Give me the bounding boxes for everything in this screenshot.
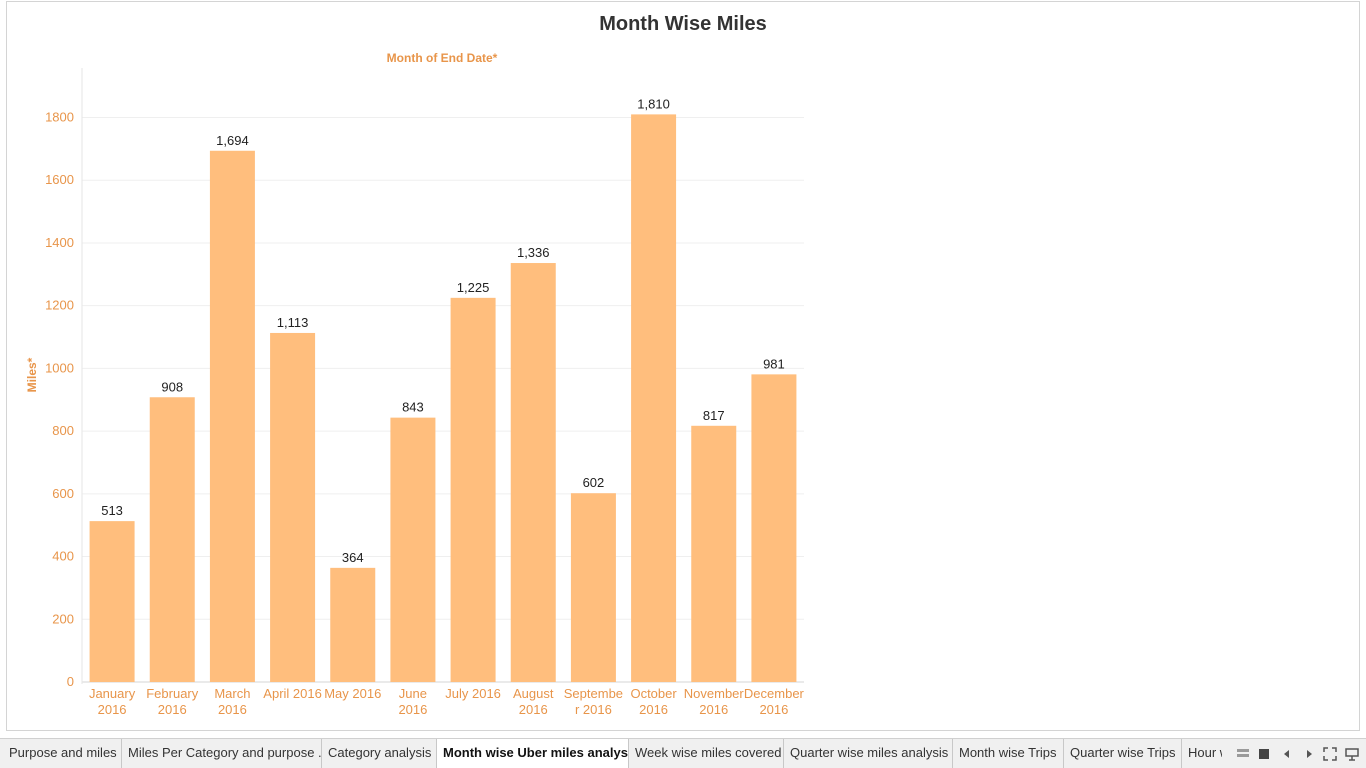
bar-value-label: 513 [101,503,123,518]
y-tick-label: 1800 [45,110,74,125]
bar[interactable] [450,297,496,682]
y-tick-label: 1200 [45,298,74,313]
bars [89,114,797,682]
gridlines [82,117,804,683]
tab-category-analysis[interactable]: Category analysis [322,739,437,768]
tab-purpose-and-miles[interactable]: Purpose and miles [3,739,122,768]
bar-value-label: 981 [763,356,785,371]
bar-chart: 0 200 400 600 800 1000 1200 1400 1600 1800 513 908… [25,51,804,689]
next-sheet-icon[interactable] [1302,747,1316,761]
show-sheets-icon[interactable] [1236,747,1250,761]
chart-title: Month Wise Miles [599,13,767,35]
fit-screen-icon[interactable] [1323,747,1337,761]
bar[interactable] [390,417,436,682]
tab-quarter-wise-trips[interactable]: Quarter wise Trips [1064,739,1182,768]
tab-hour-wise[interactable]: Hour wise [1188,745,1222,760]
x-category-label: July 2016 [445,686,501,701]
y-tick-label: 400 [52,549,74,564]
prev-sheet-icon[interactable] [1280,747,1294,761]
bar-value-label: 602 [583,475,605,490]
y-tick-label: 0 [67,674,74,689]
bar[interactable] [570,493,616,682]
x-category-label: May 2016 [324,686,382,701]
filmstrip-icon[interactable] [1257,747,1271,761]
tab-month-wise-uber-miles[interactable]: Month wise Uber miles analysis [437,739,629,768]
y-tick-label: 1600 [45,172,74,187]
bar[interactable] [89,521,135,682]
x-category-label: January 2016 [88,686,136,717]
y-tick-label: 1000 [45,360,74,375]
bar-value-label: 364 [342,550,364,565]
bar-value-label: 1,694 [216,133,249,148]
bar-value-label: 817 [703,408,725,423]
bar[interactable] [149,397,195,682]
bar-value-label: 1,113 [277,315,309,330]
bar-value-label: 908 [161,379,183,394]
sheet-tab-bar: Purpose and miles Miles Per Category and… [0,738,1366,768]
x-category-label: November 2016 [683,686,744,717]
bar-value-label: 1,810 [637,96,670,111]
x-category-label: August 2016 [513,686,554,717]
x-category-label: February 2016 [146,686,199,717]
x-category-label: October 2016 [630,686,677,717]
bar[interactable] [691,425,737,682]
bar[interactable] [330,567,376,682]
bar[interactable] [270,332,316,682]
bar[interactable] [510,263,556,682]
y-tick-label: 1400 [45,235,74,250]
x-category-label: June 2016 [398,686,428,717]
x-category-label: April 2016 [263,686,322,701]
presentation-mode-icon[interactable] [1345,747,1359,761]
y-tick-label: 800 [52,423,74,438]
bar[interactable] [751,374,797,682]
tab-miles-per-category[interactable]: Miles Per Category and purpose ... [122,739,322,768]
y-tick-label: 200 [52,611,74,626]
tab-quarter-wise-miles[interactable]: Quarter wise miles analysis [784,739,953,768]
bar-value-label: 1,225 [457,280,490,295]
x-category-label: December 2016 [743,686,804,717]
y-tick-labels: 0 200 400 600 800 1000 1200 1400 1600 1800 [45,110,74,689]
x-category-label: Septembe r 2016 [563,686,624,717]
tab-week-wise-miles[interactable]: Week wise miles covered [629,739,784,768]
bar-value-label: 843 [402,400,424,415]
x-category-label: March 2016 [214,686,251,717]
tab-month-wise-trips[interactable]: Month wise Trips [953,739,1064,768]
bar-value-label: 1,336 [517,245,550,260]
y-tick-label: 600 [52,486,74,501]
y-axis-title: Miles* [25,357,39,392]
bar[interactable] [209,150,255,682]
bar[interactable] [631,114,677,682]
x-axis-title: Month of End Date* [387,51,498,65]
data-labels: 513 908 1,694 1,113 364 843 1,225 1,336 602 1,810… [101,96,785,564]
